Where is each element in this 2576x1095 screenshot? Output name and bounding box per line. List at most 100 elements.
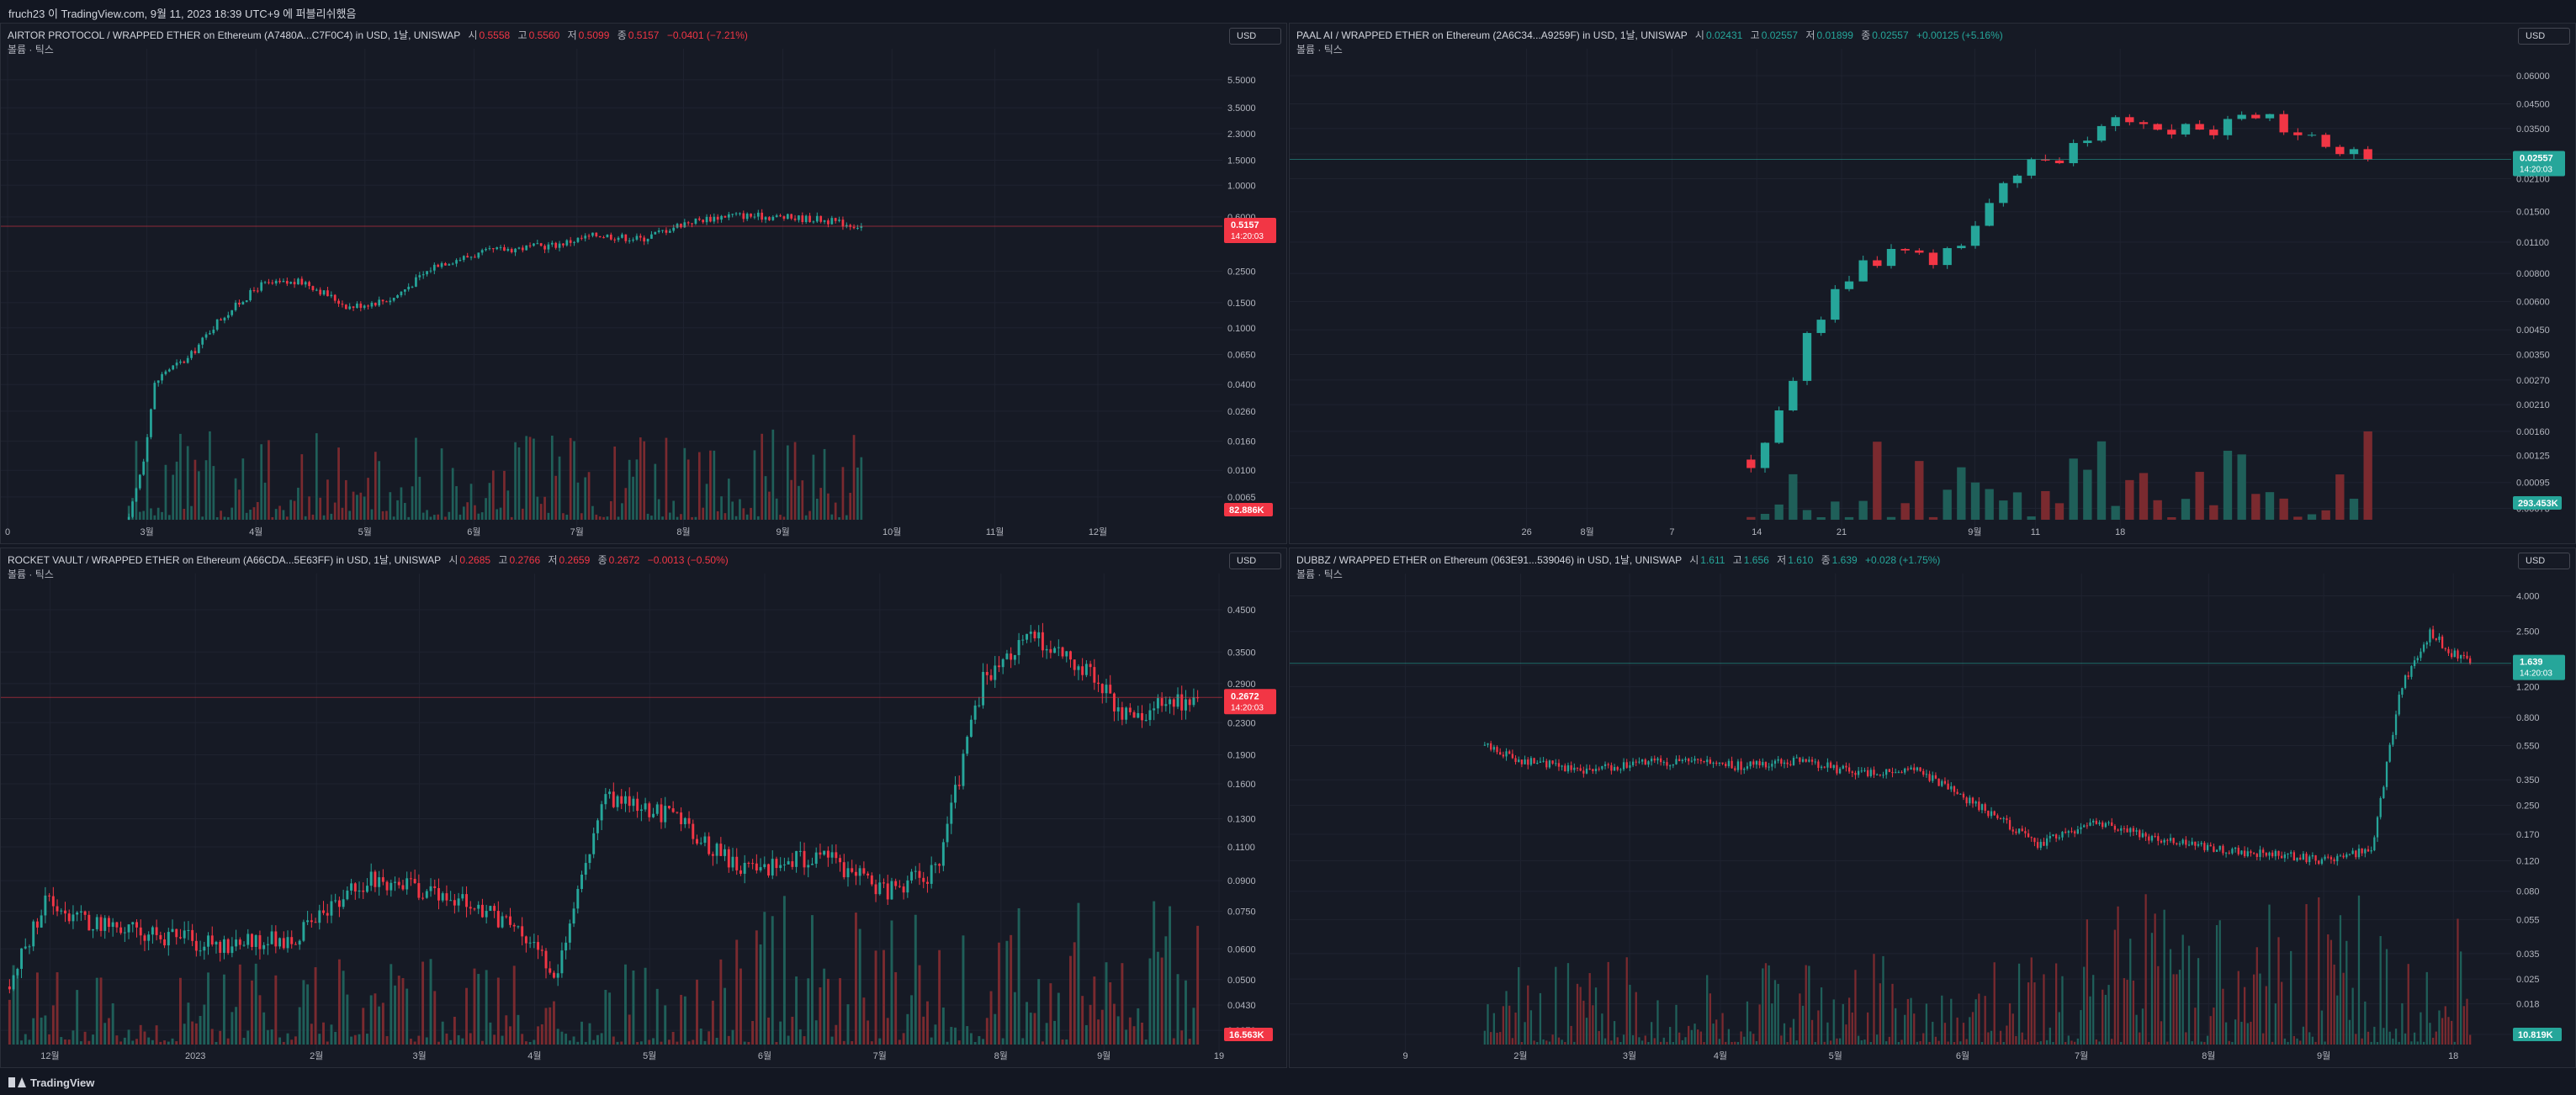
volume-bar [1928,516,1938,520]
candle-body [2153,124,2162,130]
volume-bar [499,507,502,520]
y-axis-tick-label: 1.0000 [1227,181,1256,191]
volume-bar [1153,901,1156,1045]
volume-bar [2181,934,2184,1045]
y-axis-tick-label: 0.00160 [2516,427,2550,437]
volume-bar [1675,1004,1678,1045]
candle-body [1659,758,1662,763]
volume-bar [2117,906,2119,1045]
volume-bar [179,977,182,1045]
candle-body [489,906,492,912]
volume-bar [2150,933,2154,1045]
candle-body [1153,708,1156,711]
chart-panel-rocket[interactable]: 0.4500 0.3500 0.2900 0.2300 0.1900 0.1600 0.13… [0,548,1287,1068]
candle-body [2469,658,2472,664]
volume-bar [396,500,399,520]
volume-bar [966,1026,969,1045]
volume-bar [588,1023,591,1045]
volume-bar [734,516,738,520]
volume-bar [222,974,225,1045]
candle-body [2209,844,2212,847]
candle-body [1073,659,1076,670]
volume-bar [142,510,146,520]
chart-canvas[interactable]: 5.50003.50002.30001.50001.00000.60000.25… [1,24,1287,544]
volume-bar [823,448,826,520]
volume-bar [592,1039,596,1045]
y-axis-tick-label: 0.055 [2516,915,2540,925]
candle-body [2213,846,2215,852]
chart-canvas[interactable]: 0.060000.045000.035000.027000.021000.015… [1290,24,2576,544]
candle-body [533,942,536,944]
volume-bar [1953,1041,1956,1045]
volume-bar [389,492,392,520]
candle-body [580,874,583,889]
volume-bar [293,500,296,520]
candle-body [2027,833,2030,838]
volume-bar [1160,957,1163,1045]
candle-body [455,260,458,264]
candle-body [2255,854,2258,857]
tradingview-logo[interactable]: TradingView [8,1076,94,1089]
volume-bar [2231,1041,2234,1045]
volume-bar [469,1033,472,1045]
candle-body [24,946,27,949]
candle-body [2203,843,2206,850]
volume-bar [234,478,237,520]
volume-bar [2113,929,2117,1045]
x-axis-tick-label: 26 [1521,527,1531,537]
candle-body [2401,688,2404,695]
candle-body [727,849,730,868]
volume-bar [2043,974,2045,1045]
y-axis-tick-label: 0.04500 [2516,100,2550,110]
x-axis-tick-label: 2023 [185,1051,205,1061]
volume-bar [1801,1005,1805,1045]
ohlc-close-value: 1.639 [1831,554,1858,566]
y-axis-tick-label: 0.0650 [1227,350,1256,360]
volume-bar [860,457,863,520]
candle-body [934,864,937,865]
candle-body [1749,761,1752,767]
volume-bar [1001,1038,1004,1045]
y-axis-tick-label: 0.1000 [1227,324,1256,334]
candle-body [2281,855,2283,859]
volume-bar [973,1041,977,1045]
chart-panel-paal[interactable]: 0.060000.045000.035000.027000.021000.015… [1289,23,2576,544]
chart-canvas[interactable]: 0.45000.35000.29000.23000.19000.16000.13… [1,548,1287,1068]
candle-body [263,282,267,283]
volume-bar [1706,975,1709,1045]
currency-selector[interactable]: USD [1229,553,1281,569]
candle-body [209,333,211,335]
volume-bar [1712,1024,1715,1045]
candle-body [127,516,130,520]
candle-body [407,286,411,290]
candle-body [1910,767,1912,770]
candle-body [95,917,98,929]
currency-selector[interactable]: USD [2518,28,2570,45]
volume-bar [1638,1037,1640,1045]
chart-panel-airtor[interactable]: 5.5000 3.5000 2.3000 1.5000 1.0000 0.6000 0.25… [0,23,1287,544]
volume-bar [365,1034,368,1045]
volume-bar [1826,1022,1829,1045]
chart-canvas[interactable]: 4.0002.5001.6001.2000.8000.5500.3500.250… [1290,548,2576,1068]
candle-body [2370,850,2372,852]
volume-bar [1959,1041,1962,1045]
volume-bar [2357,895,2361,1045]
volume-bar [604,989,607,1045]
volume-bar [2185,1032,2187,1045]
volume-bar [2129,939,2132,1045]
volume-bar [775,1042,778,1045]
volume-bar [1132,1026,1136,1045]
volume-bar [315,433,318,520]
currency-selector[interactable]: USD [2518,553,2570,569]
volume-bar [646,513,649,520]
volume-bar [2223,450,2233,520]
volume-bar [270,1029,273,1045]
chart-panel-dubbz[interactable]: 4.0002.5001.6001.2000.8000.5500.3500.250… [1289,548,2576,1068]
candle-body [835,852,838,859]
volume-bar [2252,974,2255,1045]
volume-bar [2024,1039,2027,1045]
currency-selector[interactable]: USD [1229,28,1281,45]
volume-bar [461,1038,464,1045]
candle-body [902,886,905,893]
volume-bar [1943,489,1952,520]
